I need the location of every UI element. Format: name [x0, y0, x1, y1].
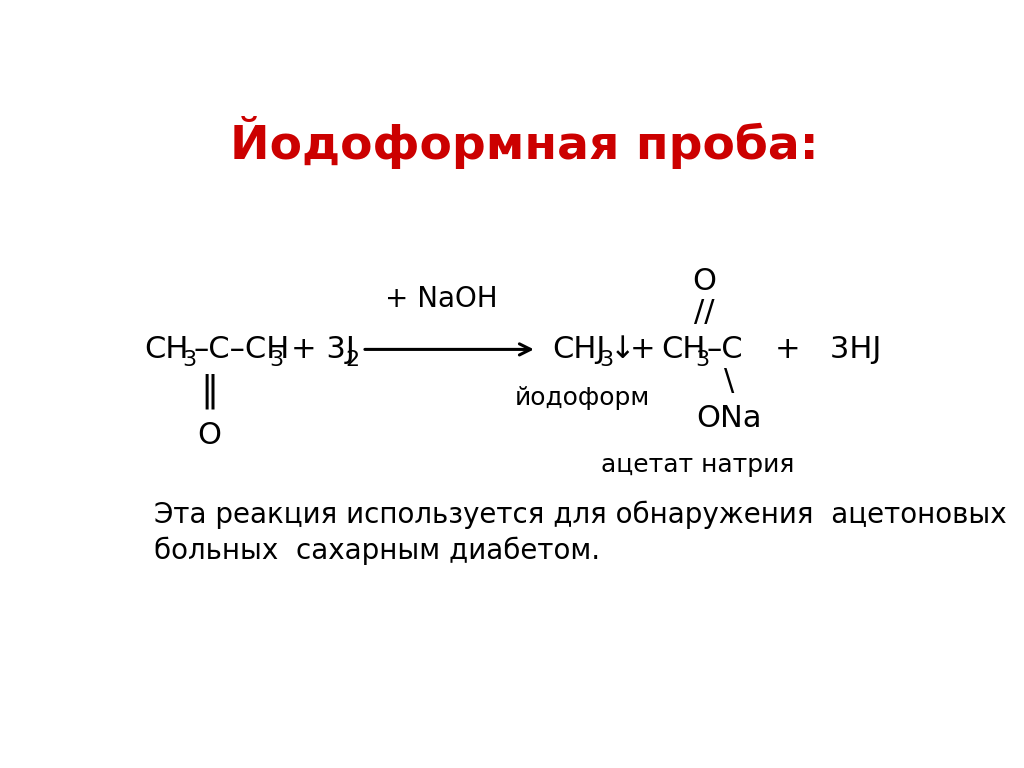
Text: + NaOH: + NaOH — [385, 285, 498, 313]
Text: +   3HJ: + 3HJ — [775, 335, 882, 364]
Text: 3: 3 — [182, 350, 196, 370]
Text: 3: 3 — [695, 350, 710, 370]
Text: CH: CH — [662, 335, 706, 364]
Text: +: + — [630, 335, 655, 364]
Text: //: // — [694, 298, 715, 326]
Text: ацетат натрия: ацетат натрия — [601, 452, 795, 477]
Text: –C–CH: –C–CH — [194, 335, 290, 364]
Text: –C: –C — [707, 335, 743, 364]
Text: + 3J: + 3J — [291, 335, 354, 364]
Text: 2: 2 — [345, 350, 359, 370]
Text: Эта реакция используется для обнаружения  ацетоновых  тел в моче у: Эта реакция используется для обнаружения… — [155, 501, 1024, 529]
Text: 3: 3 — [269, 350, 284, 370]
Text: \: \ — [724, 367, 734, 396]
Text: CHJ: CHJ — [553, 335, 606, 364]
Text: ↓: ↓ — [609, 335, 635, 364]
Text: O: O — [692, 267, 716, 296]
Text: йодоформ: йодоформ — [514, 386, 649, 410]
Text: 3: 3 — [599, 350, 613, 370]
Text: CH: CH — [143, 335, 188, 364]
Text: Йодоформная проба:: Йодоформная проба: — [230, 116, 819, 169]
Text: ONa: ONa — [696, 404, 762, 433]
Text: O: O — [198, 421, 222, 449]
Text: ‖: ‖ — [201, 373, 219, 409]
Text: больных  сахарным диабетом.: больных сахарным диабетом. — [155, 536, 600, 564]
